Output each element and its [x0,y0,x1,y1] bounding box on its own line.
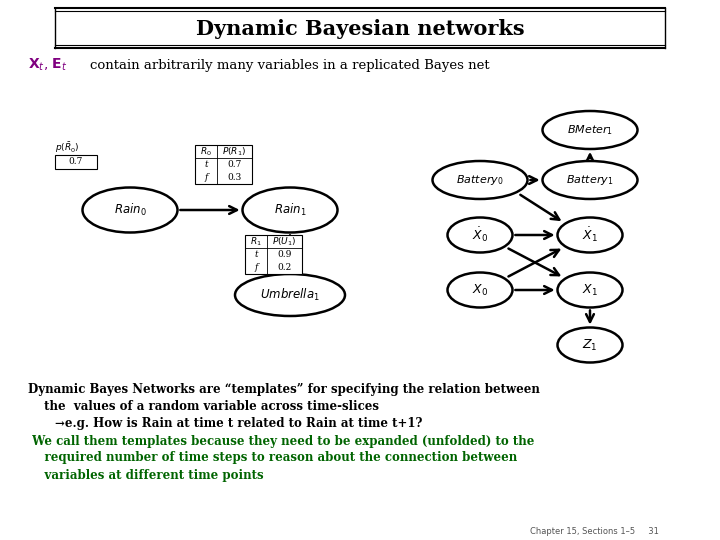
Bar [195,145,252,184]
Ellipse shape [448,218,513,253]
Ellipse shape [448,273,513,307]
Text: $P(U_1)$: $P(U_1)$ [272,235,297,248]
Text: 0.9: 0.9 [277,250,292,259]
Ellipse shape [243,187,338,233]
Text: $Battery_0$: $Battery_0$ [456,173,504,187]
Text: variables at different time points: variables at different time points [28,469,264,482]
Text: $R_0$: $R_0$ [200,145,212,158]
Text: contain arbitrarily many variables in a replicated Bayes net: contain arbitrarily many variables in a … [90,58,490,71]
Text: $Rain_0$: $Rain_0$ [114,202,146,218]
Text: $Rain_1$: $Rain_1$ [274,202,306,218]
Text: t: t [204,160,208,169]
Text: $P(R_1)$: $P(R_1)$ [222,145,246,158]
Text: $\mathbf{X}_{t}$, $\mathbf{E}_{t}$: $\mathbf{X}_{t}$, $\mathbf{E}_{t}$ [28,57,68,73]
Ellipse shape [235,274,345,316]
Text: f: f [254,263,258,272]
Text: $X_0$: $X_0$ [472,282,488,298]
Text: Dynamic Bayes Networks are “templates” for specifying the relation between: Dynamic Bayes Networks are “templates” f… [28,383,540,396]
Ellipse shape [542,111,637,149]
Text: $p(\bar{R}_0)$: $p(\bar{R}_0)$ [55,140,80,156]
Text: 0.2: 0.2 [277,263,292,272]
Text: $Umbrella_1$: $Umbrella_1$ [260,287,320,303]
Text: $\dot{X}_0$: $\dot{X}_0$ [472,226,488,244]
Text: 0.7: 0.7 [228,160,242,169]
Ellipse shape [557,327,623,362]
Text: 0.3: 0.3 [228,173,242,182]
Text: We call them templates because they need to be expanded (unfolded) to the: We call them templates because they need… [28,435,534,448]
Text: required number of time steps to reason about the connection between: required number of time steps to reason … [28,451,517,464]
Text: 0.7: 0.7 [69,158,84,166]
Ellipse shape [542,161,637,199]
Text: the  values of a random variable across time-slices: the values of a random variable across t… [40,401,379,414]
Bar [245,235,302,274]
Text: $\dot{X}_1$: $\dot{X}_1$ [582,226,598,244]
Text: f: f [204,173,207,182]
Ellipse shape [557,218,623,253]
Text: $BMeter_1$: $BMeter_1$ [567,123,613,137]
Text: $Battery_1$: $Battery_1$ [567,173,613,187]
Text: $Z_1$: $Z_1$ [582,338,598,353]
Text: $X_1$: $X_1$ [582,282,598,298]
Text: →e.g. How is Rain at time t related to Rain at time t+1?: →e.g. How is Rain at time t related to R… [55,417,423,430]
Text: Chapter 15, Sections 1–5     31: Chapter 15, Sections 1–5 31 [530,528,659,537]
Text: $R_1$: $R_1$ [250,235,262,248]
Ellipse shape [557,273,623,307]
Ellipse shape [433,161,528,199]
Ellipse shape [83,187,178,233]
Text: t: t [254,250,258,259]
Text: Dynamic Bayesian networks: Dynamic Bayesian networks [196,19,524,39]
Bar [55,155,97,169]
